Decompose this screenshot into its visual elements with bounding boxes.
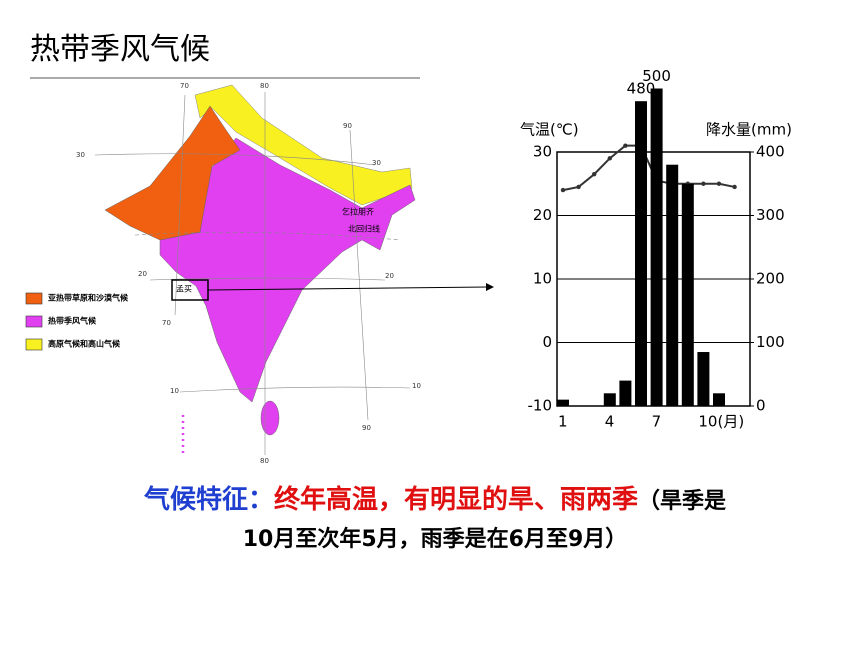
y-tick-label: -10 bbox=[528, 397, 553, 415]
point bbox=[716, 181, 722, 186]
y2-tick-label: 0 bbox=[756, 397, 766, 415]
bar bbox=[681, 183, 694, 406]
y2-tick-label: 100 bbox=[756, 333, 785, 351]
desert-region bbox=[104, 105, 241, 241]
point bbox=[560, 187, 566, 193]
y2-tick-label: 400 bbox=[756, 143, 785, 161]
grid-label: 20 bbox=[385, 272, 394, 280]
bar bbox=[650, 88, 663, 406]
grid-label: 80 bbox=[260, 457, 269, 465]
arrow-head bbox=[486, 283, 494, 291]
legend-swatch bbox=[25, 292, 43, 305]
parallel bbox=[94, 153, 376, 166]
meridian bbox=[174, 94, 186, 316]
x-tick-label: 4 bbox=[605, 413, 615, 431]
data-label: 500 bbox=[642, 67, 671, 85]
caption-note: 10月至次年5月，雨季是在6月至9月） bbox=[242, 527, 628, 552]
bar bbox=[635, 101, 647, 406]
bar bbox=[603, 393, 616, 406]
y2-tick-label: 300 bbox=[756, 206, 785, 224]
temperature-line bbox=[562, 144, 735, 192]
grid-label: 90 bbox=[343, 122, 352, 130]
grid-label: 20 bbox=[138, 270, 147, 278]
grid-label: 70 bbox=[162, 319, 171, 327]
grid-label: 70 bbox=[180, 82, 189, 90]
graticule bbox=[94, 92, 411, 455]
caption-note: （旱季是 bbox=[638, 489, 727, 514]
meridian bbox=[349, 129, 369, 421]
point bbox=[623, 143, 628, 148]
caption-label: 气候特征： bbox=[143, 485, 274, 515]
monsoon-region bbox=[159, 137, 416, 403]
y-tick-label: 30 bbox=[533, 143, 552, 161]
place-label: 孟买 bbox=[176, 284, 192, 294]
x-tick-label: 1 bbox=[558, 413, 568, 431]
caption-highlight: 终年高温，有明显的旱、雨两季 bbox=[273, 485, 638, 515]
legend-swatch bbox=[25, 315, 43, 328]
bar bbox=[713, 393, 725, 406]
place-label: 北回归线 bbox=[348, 224, 380, 234]
y-tick-label: 20 bbox=[533, 206, 552, 224]
y2-axis-title: 降水量(mm) bbox=[706, 121, 792, 139]
bar bbox=[619, 380, 632, 406]
legend-swatch bbox=[25, 338, 43, 351]
caption: 气候特征：终年高温，有明显的旱、雨两季（旱季是 10月至次年5月，雨季是在6月至… bbox=[40, 482, 830, 558]
y2-tick-label: 200 bbox=[756, 270, 785, 288]
bar bbox=[557, 399, 569, 406]
data-label: 480 bbox=[627, 80, 656, 98]
parallel bbox=[179, 386, 411, 393]
grid-label: 30 bbox=[372, 159, 381, 167]
legend-label: 热带季风气候 bbox=[48, 316, 97, 326]
y-axis-title: 气温(℃) bbox=[520, 121, 579, 139]
grid-label: 80 bbox=[260, 82, 269, 90]
grid-labels: 70 80 90 30 30 20 20 70 10 10 90 80 bbox=[76, 82, 421, 465]
grid-label: 30 bbox=[76, 151, 85, 159]
tropic-line bbox=[134, 232, 401, 241]
bar bbox=[697, 352, 710, 406]
y-tick-label: 10 bbox=[533, 270, 552, 288]
x-tick-label: 10(月) bbox=[698, 413, 744, 431]
legend-label: 高原气候和高山气候 bbox=[48, 339, 121, 349]
y-tick-label: 0 bbox=[542, 333, 552, 351]
legend-label: 亚热带草原和沙漠气候 bbox=[48, 293, 129, 303]
grid-label: 10 bbox=[412, 382, 421, 390]
pointer-arrow bbox=[207, 286, 489, 291]
grid-label: 10 bbox=[170, 387, 179, 395]
bar bbox=[666, 164, 679, 406]
point bbox=[576, 184, 581, 190]
point bbox=[607, 156, 612, 161]
point bbox=[701, 181, 706, 186]
point bbox=[732, 184, 737, 190]
sri-lanka bbox=[260, 400, 280, 436]
place-label: 乞拉朋齐 bbox=[342, 207, 374, 217]
x-tick-label: 7 bbox=[652, 413, 662, 431]
grid-label: 90 bbox=[362, 424, 371, 432]
slide-title: 热带季风气候 bbox=[30, 32, 210, 67]
parallel bbox=[149, 277, 386, 281]
point bbox=[592, 172, 597, 177]
